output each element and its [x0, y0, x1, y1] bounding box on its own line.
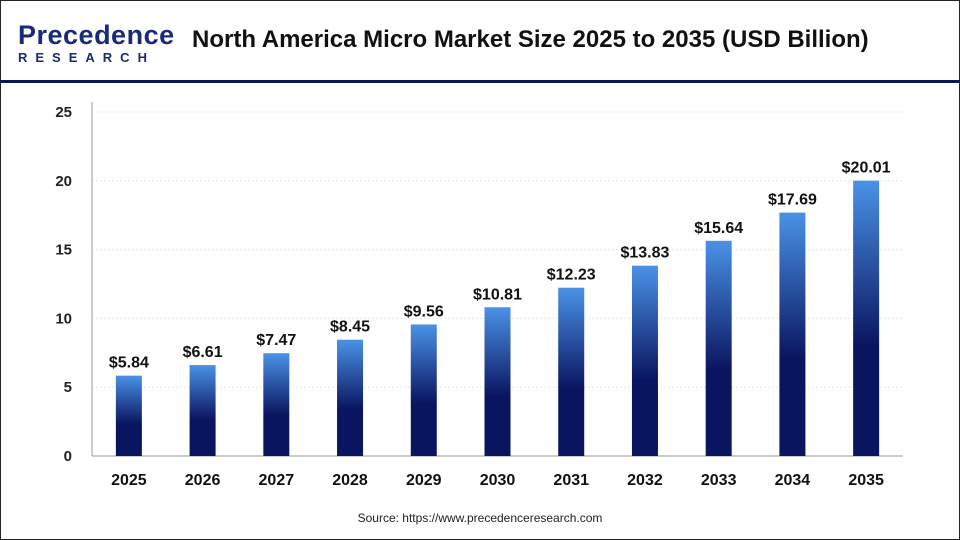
y-tick-label: 15: [55, 242, 72, 259]
data-label: $10.81: [473, 286, 522, 303]
bar: [410, 324, 437, 456]
data-label: $13.83: [620, 245, 669, 262]
logo-main-text: Precedence: [18, 20, 175, 50]
data-label: $15.64: [694, 220, 743, 237]
bar: [705, 240, 732, 456]
x-tick-label: 2032: [627, 472, 663, 489]
x-tick-label: 2030: [480, 472, 516, 489]
x-tick-label: 2029: [406, 472, 442, 489]
y-tick-label: 25: [55, 104, 72, 121]
x-tick-label: 2033: [701, 472, 737, 489]
x-tick-label: 2034: [775, 472, 811, 489]
data-label: $6.61: [183, 344, 223, 361]
data-label: $17.69: [768, 192, 817, 209]
x-tick-label: 2031: [553, 472, 589, 489]
x-tick-label: 2025: [111, 472, 147, 489]
data-label: $7.47: [256, 332, 296, 349]
bar: [779, 212, 806, 456]
bar: [853, 180, 880, 456]
bar: [263, 353, 290, 456]
bar: [631, 265, 658, 456]
x-tick-label: 2035: [848, 472, 884, 489]
header-divider: [0, 80, 960, 83]
source-note: Source: https://www.precedenceresearch.c…: [357, 511, 603, 525]
bar: [115, 375, 142, 456]
data-label: $9.56: [404, 303, 444, 320]
y-tick-label: 5: [64, 379, 72, 396]
x-tick-label: 2026: [185, 472, 221, 489]
chart-title: North America Micro Market Size 2025 to …: [192, 26, 869, 53]
y-tick-label: 10: [55, 310, 72, 327]
bar: [189, 365, 216, 456]
y-tick-label: 20: [55, 173, 72, 190]
precedence-logo: Precedence RESEARCH: [18, 20, 175, 66]
data-label: $5.84: [109, 355, 149, 372]
bar: [337, 339, 364, 456]
data-label: $8.45: [330, 319, 370, 336]
data-label: $20.01: [842, 160, 891, 177]
x-tick-label: 2028: [332, 472, 368, 489]
bar: [558, 287, 585, 456]
bar: [484, 307, 511, 456]
x-tick-label: 2027: [259, 472, 295, 489]
logo-sub-text: RESEARCH: [18, 50, 155, 65]
y-tick-label: 0: [64, 448, 72, 465]
data-label: $12.23: [547, 267, 596, 284]
